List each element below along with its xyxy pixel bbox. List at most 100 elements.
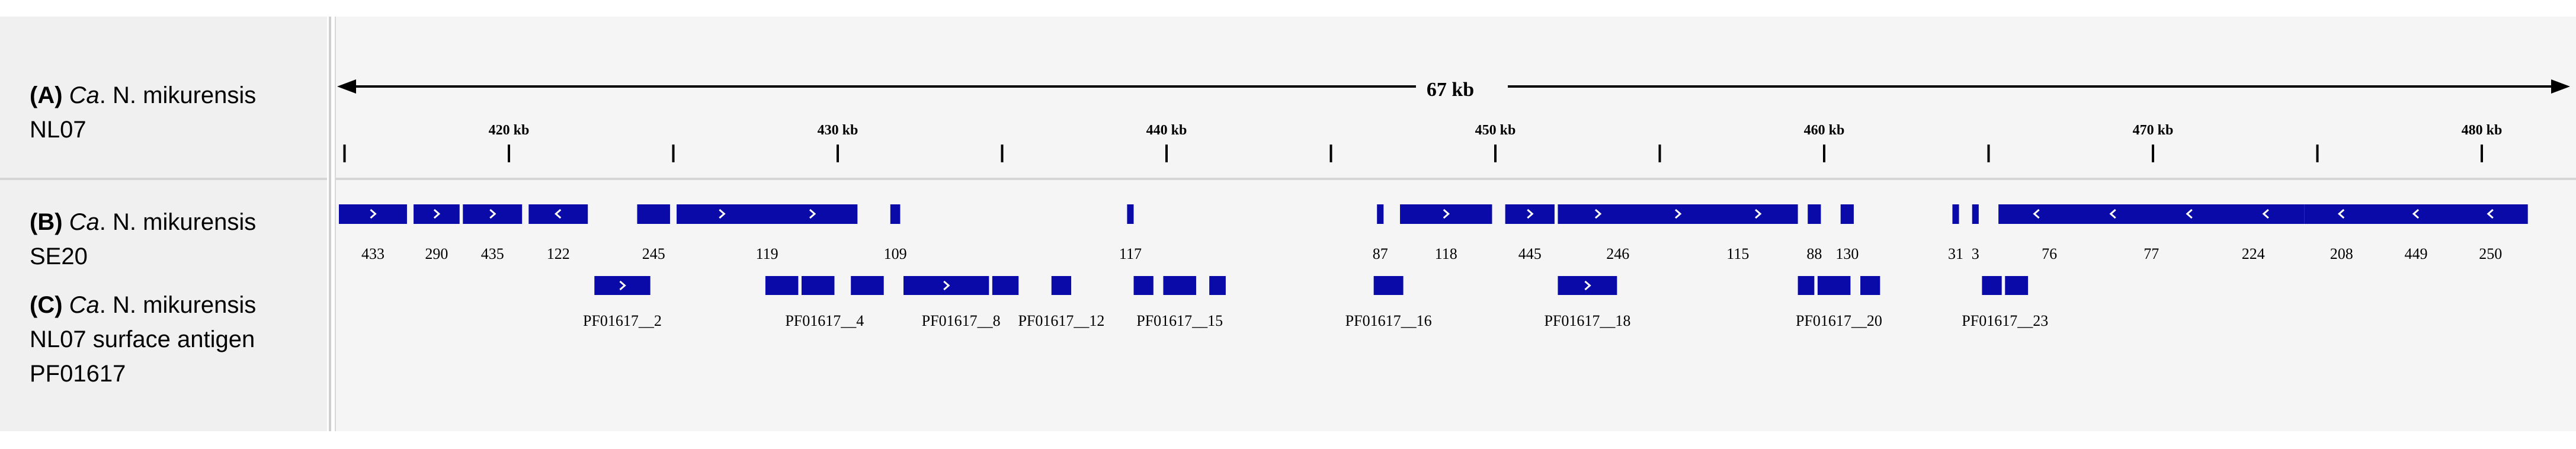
strand-chevron-icon bbox=[943, 280, 950, 291]
panel-divider-inner bbox=[335, 17, 336, 431]
antigen-label: PF01617__16 bbox=[1345, 312, 1432, 329]
strand-chevron-icon bbox=[2412, 209, 2419, 219]
antigen-block[interactable] bbox=[903, 276, 989, 295]
gene-label: 31 bbox=[1948, 245, 1963, 262]
strand-chevron-icon bbox=[1584, 280, 1591, 291]
gene-label: 208 bbox=[2330, 245, 2353, 262]
gene-label: 449 bbox=[2405, 245, 2428, 262]
gene-label: 445 bbox=[1518, 245, 1542, 262]
gene-label: 118 bbox=[1435, 245, 1457, 262]
se20-gene-track: 433 290 435 122 245 119 109 117 87 118 445 246 115 88… bbox=[339, 204, 2528, 262]
pf01617-track: PF01617__2 PF01617__4 PF01617__8 PF01617__1… bbox=[583, 276, 2048, 329]
track-label-b-line1: (B) Ca. N. mikurensis bbox=[30, 209, 257, 235]
antigen-block[interactable] bbox=[1860, 276, 1880, 295]
antigen-block[interactable] bbox=[801, 276, 835, 295]
track-label-b: (B) Ca. N. mikurensis SE20 bbox=[30, 205, 256, 274]
gene-block[interactable] bbox=[890, 204, 901, 224]
gene-label: 76 bbox=[2042, 245, 2057, 262]
gene-label: 130 bbox=[1835, 245, 1859, 262]
ruler-tick-label: 420 kb bbox=[489, 123, 530, 138]
gene-label: 246 bbox=[1606, 245, 1629, 262]
strand-chevron-icon bbox=[2337, 209, 2345, 219]
gene-block[interactable] bbox=[1377, 204, 1384, 224]
gene-block[interactable] bbox=[414, 204, 460, 224]
ruler-arrow-left-icon bbox=[337, 79, 356, 94]
antigen-block[interactable] bbox=[1133, 276, 1154, 295]
ruler-tick-label: 440 kb bbox=[1146, 123, 1187, 138]
strand-chevron-icon bbox=[1443, 209, 1450, 219]
gene-block[interactable] bbox=[637, 204, 670, 224]
gene-block[interactable] bbox=[1127, 204, 1134, 224]
track-label-c-line3: PF01617 bbox=[30, 361, 126, 387]
ruler-tick-label: 480 kb bbox=[2462, 123, 2503, 138]
antigen-block[interactable] bbox=[1373, 276, 1404, 295]
antigen-block[interactable] bbox=[1798, 276, 1815, 295]
gene-label: 109 bbox=[884, 245, 907, 262]
track-label-a-line2: NL07 bbox=[30, 117, 86, 143]
antigen-block[interactable] bbox=[1163, 276, 1196, 295]
strand-chevron-icon bbox=[809, 209, 816, 219]
antigen-block[interactable] bbox=[1558, 276, 1617, 295]
gene-block[interactable] bbox=[2304, 204, 2528, 224]
strand-chevron-icon bbox=[1594, 209, 1602, 219]
ruler-ticks: 420 kb 430 kb 440 kb 450 kb 460 kb 470 kb 480 … bbox=[343, 123, 2503, 162]
track-separator bbox=[336, 178, 2576, 180]
antigen-label: PF01617__23 bbox=[1962, 312, 2048, 329]
track-label-a: (A) Ca. N. mikurensis NL07 bbox=[30, 78, 256, 147]
gene-block[interactable] bbox=[1505, 204, 1555, 224]
gene-block[interactable] bbox=[1400, 204, 1492, 224]
gene-block[interactable] bbox=[1998, 204, 2305, 224]
antigen-block[interactable] bbox=[1982, 276, 2002, 295]
antigen-block[interactable] bbox=[594, 276, 651, 295]
antigen-label: PF01617__4 bbox=[785, 312, 864, 329]
gene-block[interactable] bbox=[1952, 204, 1959, 224]
gene-block[interactable] bbox=[1840, 204, 1854, 224]
antigen-block[interactable] bbox=[1051, 276, 1072, 295]
gene-block[interactable] bbox=[528, 204, 588, 224]
ruler-tick-label: 450 kb bbox=[1475, 123, 1516, 138]
antigen-block[interactable] bbox=[1209, 276, 1226, 295]
gene-label: 88 bbox=[1806, 245, 1822, 262]
strand-chevron-icon bbox=[433, 209, 441, 219]
gene-label: 3 bbox=[1972, 245, 1979, 262]
gene-label: 115 bbox=[1726, 245, 1749, 262]
track-label-panel bbox=[0, 17, 327, 431]
gene-block[interactable] bbox=[339, 204, 407, 224]
gene-block[interactable] bbox=[677, 204, 858, 224]
antigen-label: PF01617__8 bbox=[922, 312, 1001, 329]
gene-label: 433 bbox=[361, 245, 385, 262]
gene-label: 250 bbox=[2479, 245, 2502, 262]
strand-chevron-icon bbox=[1675, 209, 1682, 219]
antigen-block[interactable] bbox=[851, 276, 884, 295]
strand-chevron-icon bbox=[719, 209, 726, 219]
strand-chevron-icon bbox=[2033, 209, 2040, 219]
panel-divider[interactable] bbox=[329, 17, 331, 431]
antigen-label: PF01617__18 bbox=[1544, 312, 1630, 329]
strand-chevron-icon bbox=[1755, 209, 1762, 219]
antigen-block[interactable] bbox=[2005, 276, 2029, 295]
track-label-c: (C) Ca. N. mikurensis NL07 surface antig… bbox=[30, 288, 256, 391]
strand-chevron-icon bbox=[2262, 209, 2269, 219]
gene-block[interactable] bbox=[1558, 204, 1798, 224]
gene-block[interactable] bbox=[1972, 204, 1979, 224]
gene-label: 435 bbox=[481, 245, 504, 262]
track-label-b-line2: SE20 bbox=[30, 243, 88, 270]
ruler-track: 67 kb bbox=[337, 79, 2570, 101]
ruler-tick-label: 460 kb bbox=[1804, 123, 1845, 138]
antigen-block[interactable] bbox=[992, 276, 1019, 295]
ruler-span-label: 67 kb bbox=[1427, 79, 1474, 101]
antigen-label: PF01617__12 bbox=[1018, 312, 1104, 329]
antigen-label: PF01617__15 bbox=[1136, 312, 1223, 329]
strand-chevron-icon bbox=[370, 209, 377, 219]
strand-chevron-icon bbox=[1527, 209, 1534, 219]
gene-block[interactable] bbox=[463, 204, 523, 224]
ruler-tick-label: 430 kb bbox=[818, 123, 858, 138]
antigen-label: PF01617__2 bbox=[583, 312, 662, 329]
antigen-block[interactable] bbox=[765, 276, 799, 295]
antigen-block[interactable] bbox=[1817, 276, 1851, 295]
strand-chevron-icon bbox=[489, 209, 496, 219]
gene-label: 117 bbox=[1119, 245, 1142, 262]
strand-chevron-icon bbox=[554, 209, 562, 219]
gene-block[interactable] bbox=[1808, 204, 1821, 224]
